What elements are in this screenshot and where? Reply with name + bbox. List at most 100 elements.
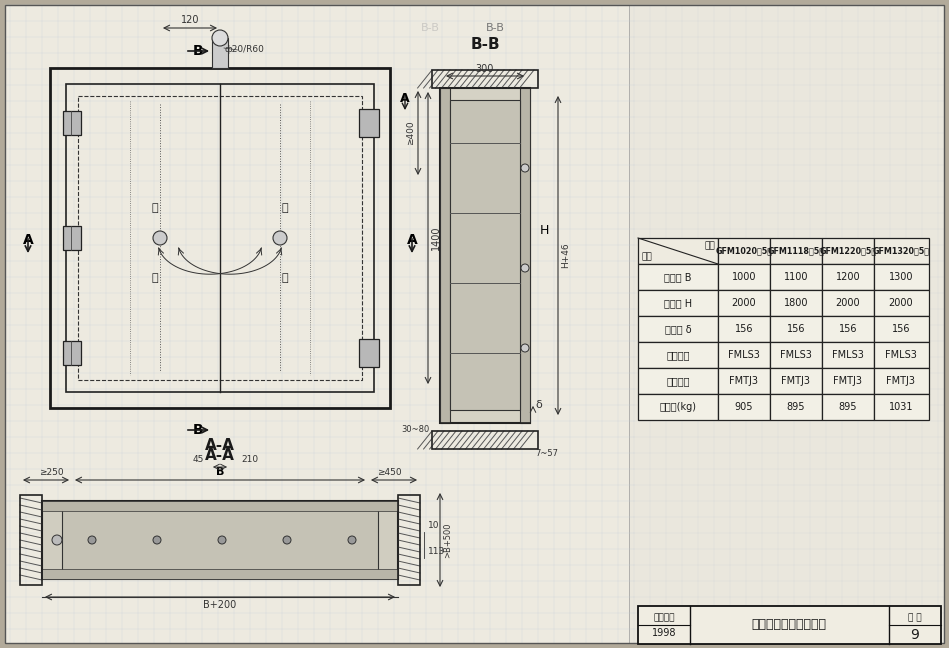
- Circle shape: [521, 164, 529, 172]
- Text: 闲锁图号: 闲锁图号: [666, 350, 690, 360]
- Text: FMLS3: FMLS3: [832, 350, 864, 360]
- Text: 1800: 1800: [784, 298, 809, 308]
- Text: FMLS3: FMLS3: [728, 350, 760, 360]
- Circle shape: [273, 231, 287, 245]
- Bar: [50, 68, 390, 408]
- Text: B-B: B-B: [486, 23, 505, 33]
- Text: 156: 156: [839, 324, 857, 334]
- Bar: [398, 495, 420, 585]
- Text: 9: 9: [910, 628, 920, 642]
- Text: GFM1220（5）: GFM1220（5）: [819, 246, 877, 255]
- Text: B: B: [193, 423, 203, 437]
- Text: 905: 905: [735, 402, 754, 412]
- Text: 型号: 型号: [704, 241, 715, 250]
- Text: GFM1320（5）: GFM1320（5）: [872, 246, 929, 255]
- Bar: [874, 238, 929, 264]
- Bar: [718, 368, 770, 394]
- Bar: [359, 109, 379, 137]
- Text: FMTJ3: FMTJ3: [886, 376, 916, 386]
- Text: 开: 开: [282, 203, 288, 213]
- Text: 关: 关: [152, 273, 158, 283]
- Bar: [770, 264, 822, 290]
- Bar: [770, 342, 822, 368]
- Text: 钰页图号: 钰页图号: [666, 376, 690, 386]
- Bar: [718, 264, 770, 290]
- Text: 2000: 2000: [836, 298, 861, 308]
- Bar: [718, 290, 770, 316]
- Bar: [874, 264, 929, 290]
- Text: ф20/R60: ф20/R60: [225, 45, 265, 54]
- Text: ≥400: ≥400: [406, 121, 415, 145]
- Circle shape: [348, 536, 356, 544]
- Bar: [66, 84, 374, 392]
- Text: H: H: [540, 224, 549, 237]
- Bar: [42, 569, 398, 579]
- Bar: [822, 316, 874, 342]
- Text: 开: 开: [152, 203, 158, 213]
- Bar: [718, 238, 770, 264]
- Text: 156: 156: [735, 324, 754, 334]
- Bar: [874, 290, 929, 316]
- Bar: [62, 507, 378, 573]
- Text: 总质量(kg): 总质量(kg): [660, 402, 697, 412]
- Bar: [770, 316, 822, 342]
- Text: A: A: [400, 91, 410, 104]
- Bar: [20, 495, 42, 585]
- Bar: [63, 111, 81, 135]
- Bar: [638, 342, 718, 368]
- Bar: [638, 368, 718, 394]
- Text: GFM1020（5）: GFM1020（5）: [716, 246, 772, 255]
- Bar: [63, 226, 81, 250]
- Text: 895: 895: [787, 402, 806, 412]
- Text: FMLS3: FMLS3: [780, 350, 812, 360]
- Circle shape: [283, 536, 291, 544]
- Text: 参数: 参数: [642, 252, 653, 261]
- Bar: [638, 394, 718, 420]
- Bar: [770, 368, 822, 394]
- Bar: [432, 431, 538, 449]
- Bar: [718, 342, 770, 368]
- Text: FMLS3: FMLS3: [885, 350, 917, 360]
- Text: B-B: B-B: [470, 37, 500, 52]
- Text: 选用图集: 选用图集: [653, 613, 675, 622]
- Text: 45: 45: [193, 455, 204, 464]
- Bar: [874, 342, 929, 368]
- Text: FMTJ3: FMTJ3: [833, 376, 863, 386]
- Text: 1000: 1000: [732, 272, 756, 282]
- Text: 7~57: 7~57: [535, 450, 558, 459]
- Bar: [440, 88, 450, 423]
- Bar: [822, 368, 874, 394]
- Text: 156: 156: [787, 324, 806, 334]
- Circle shape: [521, 264, 529, 272]
- Circle shape: [153, 231, 167, 245]
- Bar: [718, 394, 770, 420]
- Bar: [770, 394, 822, 420]
- Text: ≥250: ≥250: [39, 468, 64, 477]
- Bar: [359, 339, 379, 367]
- Bar: [629, 5, 944, 643]
- Text: B: B: [193, 44, 203, 58]
- Text: 门孔宽 B: 门孔宽 B: [664, 272, 692, 282]
- Bar: [874, 394, 929, 420]
- Circle shape: [212, 30, 228, 46]
- Text: 门扇厅 δ: 门扇厅 δ: [664, 324, 691, 334]
- Text: A: A: [23, 233, 33, 247]
- Text: 2000: 2000: [732, 298, 756, 308]
- Bar: [770, 290, 822, 316]
- Text: 30~80: 30~80: [401, 424, 430, 434]
- Bar: [822, 394, 874, 420]
- Text: 1200: 1200: [836, 272, 861, 282]
- Text: H+46: H+46: [561, 242, 570, 268]
- Text: 页 次: 页 次: [908, 613, 921, 622]
- Bar: [638, 316, 718, 342]
- Text: 关: 关: [282, 273, 288, 283]
- Bar: [42, 501, 398, 579]
- Circle shape: [88, 536, 96, 544]
- Text: 156: 156: [892, 324, 910, 334]
- Bar: [450, 100, 520, 410]
- Text: B: B: [215, 467, 224, 477]
- Bar: [520, 88, 530, 423]
- Text: 113: 113: [428, 548, 445, 557]
- Circle shape: [521, 344, 529, 352]
- Text: 1400: 1400: [431, 226, 441, 250]
